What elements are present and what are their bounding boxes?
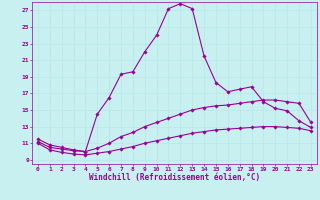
- X-axis label: Windchill (Refroidissement éolien,°C): Windchill (Refroidissement éolien,°C): [89, 173, 260, 182]
